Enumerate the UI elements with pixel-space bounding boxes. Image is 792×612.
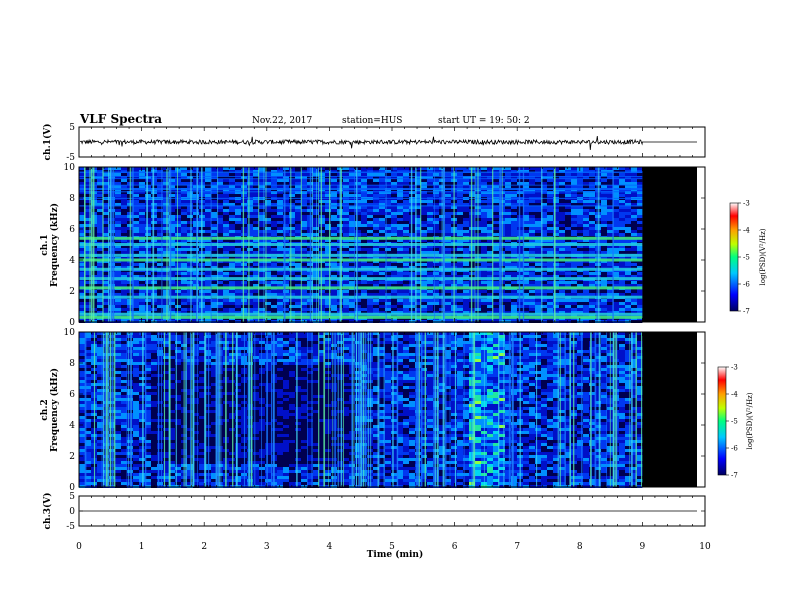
- colorbar-tick: -6: [731, 445, 738, 453]
- ch2-spectrogram-label: ch.2: [40, 399, 50, 420]
- colorbar-tick: -5: [743, 254, 750, 262]
- ch2-spectrogram-panel: 10 8 6 4 2 0 ch.2 Frequency (kHz) -3 -4 -5 -6 -7 …: [40, 328, 754, 493]
- time-axis-label: Time (min): [367, 549, 424, 560]
- ch1-colorbar-label: log(PSD)(V²/Hz): [759, 228, 767, 285]
- colorbar-tick: -3: [731, 364, 738, 372]
- start-time-label: start UT = 19: 50: 2: [438, 116, 530, 126]
- colorbar-tick: -5: [731, 418, 738, 426]
- ch1-spectrogram-ytick: 2: [69, 287, 75, 297]
- no-data-region: [642, 332, 697, 487]
- x-tick-label: 6: [452, 542, 458, 552]
- time-axis: 0 1 2 3 4 5 6 7 8 9 10: [76, 127, 711, 552]
- ch1-spectrogram-ytick: 8: [69, 194, 75, 204]
- ch1-waveform-panel: 5 -5 ch.1(V): [42, 123, 706, 163]
- ch1-spectrogram-label: ch.1: [40, 234, 50, 255]
- ch2-spectrogram-ytick: 10: [64, 328, 76, 338]
- colorbar-tick: -7: [743, 308, 750, 316]
- colorbar-tick: -6: [743, 281, 750, 289]
- ch2-frequency-label: Frequency (kHz): [49, 368, 60, 452]
- x-tick-label: 8: [577, 542, 583, 552]
- ch3-waveform-ytick: 0: [69, 507, 75, 517]
- ch3-waveform-panel: 5 0 -5 ch.3(V): [42, 492, 706, 532]
- colorbar-tick: -4: [743, 227, 750, 235]
- ch3-waveform-ylabel: ch.3(V): [42, 493, 53, 530]
- ch1-spectrogram-ytick: 0: [69, 318, 75, 328]
- station-label: station=HUS: [342, 116, 402, 126]
- x-tick-label: 1: [139, 542, 145, 552]
- x-tick-label: 10: [699, 542, 711, 552]
- ch1-colorbar: -3 -4 -5 -6 -7 log(PSD)(V²/Hz): [729, 200, 767, 316]
- ch2-spectrogram-ytick: 4: [69, 421, 75, 431]
- x-tick-label: 2: [201, 542, 207, 552]
- ch2-spectrogram-ytick: 8: [69, 359, 75, 369]
- ch1-frequency-label: Frequency (kHz): [49, 203, 60, 287]
- ch2-spectrogram-ytick: 0: [69, 483, 75, 493]
- x-tick-label: 9: [640, 542, 646, 552]
- ch1-spectrogram-ytick: 6: [69, 225, 75, 235]
- x-tick-label: 5: [389, 542, 395, 552]
- ch2-colorbar: -3 -4 -5 -6 -7 log(PSD)(V²/Hz): [717, 364, 754, 480]
- ch3-waveform-ytick: -5: [66, 522, 75, 532]
- date-label: Nov.22, 2017: [252, 116, 313, 126]
- x-tick-label: 0: [76, 542, 82, 552]
- ch1-waveform-ytick: 5: [69, 123, 75, 133]
- figure-title: VLF Spectra: [79, 112, 162, 126]
- ch1-waveform-ytick: -5: [66, 153, 75, 163]
- ch1-spectrogram-ytick: 4: [69, 256, 75, 266]
- ch1-spectrogram-ytick: 10: [64, 163, 76, 173]
- ch1-spectrogram-panel: 10 8 6 4 2 0 ch.1 Frequency (kHz) -3 -4 -5 -6 -7 …: [40, 163, 767, 328]
- ch2-colorbar-label: log(PSD)(V²/Hz): [746, 392, 754, 449]
- colorbar-tick: -4: [731, 391, 738, 399]
- x-tick-label: 7: [514, 542, 520, 552]
- x-tick-label: 3: [264, 542, 270, 552]
- ch3-waveform-ytick: 5: [69, 492, 75, 502]
- no-data-region: [642, 167, 697, 322]
- colorbar-tick: -3: [743, 200, 750, 208]
- ch2-spectrogram-ytick: 6: [69, 390, 75, 400]
- ch1-waveform-trace: [79, 136, 697, 150]
- x-tick-label: 4: [327, 542, 333, 552]
- ch2-spectrogram-ytick: 2: [69, 452, 75, 462]
- colorbar-tick: -7: [731, 472, 738, 480]
- ch1-waveform-ylabel: ch.1(V): [42, 124, 53, 161]
